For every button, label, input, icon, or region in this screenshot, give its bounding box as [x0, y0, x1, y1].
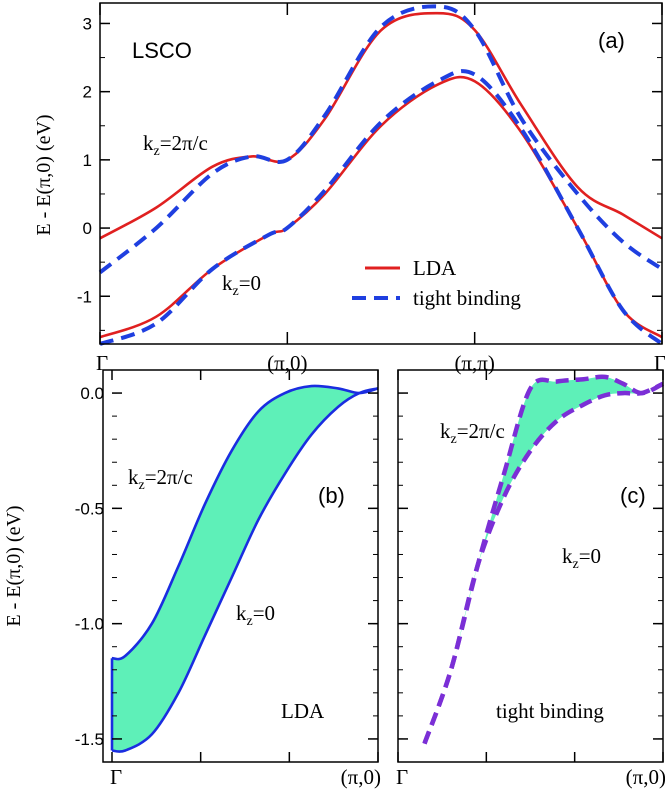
panel-b-frame — [102, 369, 379, 763]
panel-a-legend: LDA tight binding — [352, 256, 521, 310]
panel-b-band-fill — [112, 385, 378, 752]
panel-a-x-tick-label: Γ — [654, 351, 665, 375]
legend-tight-binding-label: tight binding — [413, 286, 521, 310]
panel-a-series-tight-binding-kz-0 — [99, 69, 664, 346]
panel-c-y-ticks — [398, 369, 663, 763]
panel-b-band — [110, 384, 379, 753]
panel-a-series-tight-binding-kz-2pi-c — [98, 4, 664, 274]
panel-a-kz-top-label: kz=2π/c — [143, 131, 208, 159]
panel-c-label: (c) — [620, 483, 646, 508]
panel-c-curve-kz-2pi-c — [422, 374, 665, 745]
panel-a-y-label: 0 — [83, 219, 92, 238]
panel-c: Γ (π,0) (c) tight binding kz=2π/c kz=0 — [396, 369, 665, 789]
panel-b-x-tick-label-gamma: Γ — [110, 765, 122, 789]
panel-b-y-ticks: -1.5 -1.0 -0.5 0.0 — [75, 369, 378, 763]
legend-lda-label: LDA — [413, 256, 457, 280]
panel-a-label: (a) — [598, 28, 625, 53]
panel-a-x-tick-label: (π,π) — [454, 351, 494, 375]
panel-b-kz-top-label: kz=2π/c — [128, 465, 193, 493]
panel-a-frame — [99, 2, 663, 345]
panel-a-annotation-lsco: LSCO — [132, 38, 192, 63]
panel-c-x-ticks: Γ (π,0) — [396, 370, 665, 789]
panel-a-y-label: -1 — [77, 287, 92, 306]
panel-c-band — [422, 374, 665, 745]
panel-c-annotation-tight-binding: tight binding — [496, 699, 604, 723]
panel-a-x-tick-label: Γ — [96, 351, 108, 375]
panel-a-y-ticks: -1 0 1 2 3 — [77, 14, 662, 331]
panel-b-y-axis-title: E - E(π,0) (eV) — [3, 505, 25, 626]
panel-b-curve-kz-0 — [111, 387, 379, 753]
panel-c-kz-bottom-label: kz=0 — [562, 544, 601, 572]
panel-a-curves — [98, 4, 664, 346]
panel-b-y-label: 0.0 — [80, 384, 104, 403]
panel-c-x-tick-label-gamma: Γ — [396, 765, 408, 789]
panel-b-y-label: -0.5 — [75, 499, 104, 518]
panel-b: -1.5 -1.0 -0.5 0.0 Γ (π,0) E - E(π,0) (eV) (… — [3, 369, 381, 789]
panel-a-x-ticks: Γ (π,0) (π,π) Γ — [96, 3, 665, 375]
panel-c-frame — [397, 369, 664, 763]
panel-b-label: (b) — [318, 483, 345, 508]
panel-a-y-label: 3 — [83, 14, 92, 33]
panel-a-y-axis-title: E - E(π,0) (eV) — [33, 114, 55, 235]
panel-b-x-ticks: Γ (π,0) — [110, 370, 381, 789]
panel-b-kz-bottom-label: kz=0 — [236, 601, 275, 629]
panel-a-x-tick-label: (π,0) — [267, 351, 307, 375]
panel-b-y-label: -1.0 — [75, 615, 104, 634]
panel-c-curve-kz-0 — [422, 381, 664, 745]
panel-c-x-tick-label-pi0: (π,0) — [626, 765, 665, 789]
panel-b-curve-kz-2pi-c — [111, 384, 379, 661]
panel-b-y-label: -1.5 — [75, 730, 104, 749]
panel-a-y-label: 2 — [83, 83, 92, 102]
panel-a-series-lda-kz-2pi-c — [99, 11, 663, 240]
panel-b-annotation-lda: LDA — [281, 699, 325, 723]
panel-a-y-label: 1 — [83, 151, 92, 170]
panel-a-kz-bottom-label: kz=0 — [222, 271, 261, 299]
panel-c-kz-top-label: kz=2π/c — [440, 419, 505, 447]
panel-b-x-tick-label-pi0: (π,0) — [341, 765, 381, 789]
